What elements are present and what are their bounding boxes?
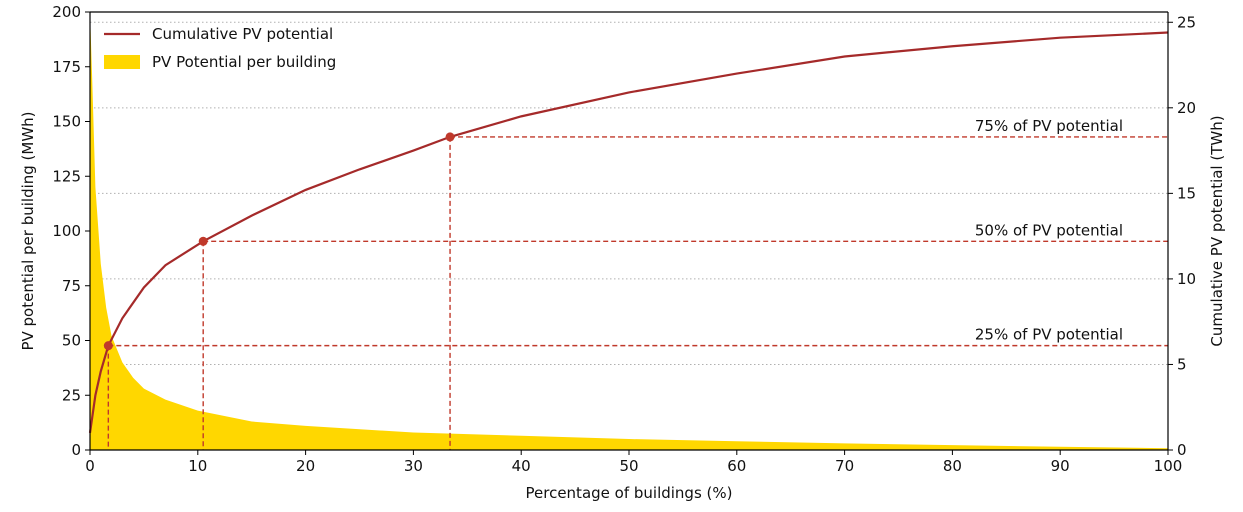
x-tick-label-0: 0	[85, 457, 95, 475]
threshold-marker-0	[103, 341, 113, 351]
y-left-tick-label-7: 175	[52, 58, 81, 76]
y-right-axis-title: Cumulative PV potential (TWh)	[1208, 115, 1226, 346]
x-tick-label-4: 40	[512, 457, 531, 475]
legend: Cumulative PV potential PV Potential per …	[104, 25, 336, 71]
x-tick-label-9: 90	[1051, 457, 1070, 475]
y-left-tick-label-0: 0	[71, 441, 81, 459]
threshold-label-2: 75% of PV potential	[975, 117, 1123, 135]
threshold-marker-1	[198, 236, 208, 246]
legend-label-0: Cumulative PV potential	[152, 25, 333, 43]
y-left-tick-label-5: 125	[52, 167, 81, 185]
y-right-tick-label-1: 5	[1177, 355, 1187, 373]
x-tick-label-10: 100	[1154, 457, 1183, 475]
reference-lines-layer	[107, 136, 1168, 450]
y-left-tick-label-4: 100	[52, 222, 81, 240]
y-left-tick-label-2: 50	[62, 332, 81, 350]
y-right-tick-label-4: 20	[1177, 99, 1196, 117]
x-tick-label-3: 30	[404, 457, 423, 475]
y-left-axis-title: PV potential per building (MWh)	[19, 111, 37, 350]
threshold-marker-2	[445, 132, 455, 142]
x-tick-label-2: 20	[296, 457, 315, 475]
legend-swatch-1	[104, 55, 140, 69]
x-tick-label-5: 50	[619, 457, 638, 475]
y-right-tick-label-0: 0	[1177, 441, 1187, 459]
y-left-tick-label-3: 75	[62, 277, 81, 295]
x-axis-title: Percentage of buildings (%)	[526, 484, 733, 502]
line-layer	[88, 31, 1169, 434]
annotations-layer: 25% of PV potential 50% of PV potential 75…	[975, 117, 1123, 344]
y-left-tick-label-6: 150	[52, 113, 81, 131]
threshold-label-1: 50% of PV potential	[975, 221, 1123, 239]
y-left-tick-label-8: 200	[52, 3, 81, 21]
y-right-tick-label-5: 25	[1177, 13, 1196, 31]
grid-layer	[90, 21, 1168, 365]
x-tick-label-8: 80	[943, 457, 962, 475]
line-series-cumulative-pv	[88, 31, 1169, 434]
y-right-tick-label-3: 15	[1177, 184, 1196, 202]
x-tick-label-7: 70	[835, 457, 854, 475]
legend-label-1: PV Potential per building	[152, 53, 336, 71]
x-tick-label-6: 60	[727, 457, 746, 475]
threshold-label-0: 25% of PV potential	[975, 326, 1123, 344]
y-left-tick-label-1: 25	[62, 386, 81, 404]
y-right-tick-label-2: 10	[1177, 270, 1196, 288]
ticks-layer: 0 10 20 30 40 50 60 70 80 90 100025507510012515017…	[19, 3, 1226, 502]
x-tick-label-1: 10	[188, 457, 207, 475]
